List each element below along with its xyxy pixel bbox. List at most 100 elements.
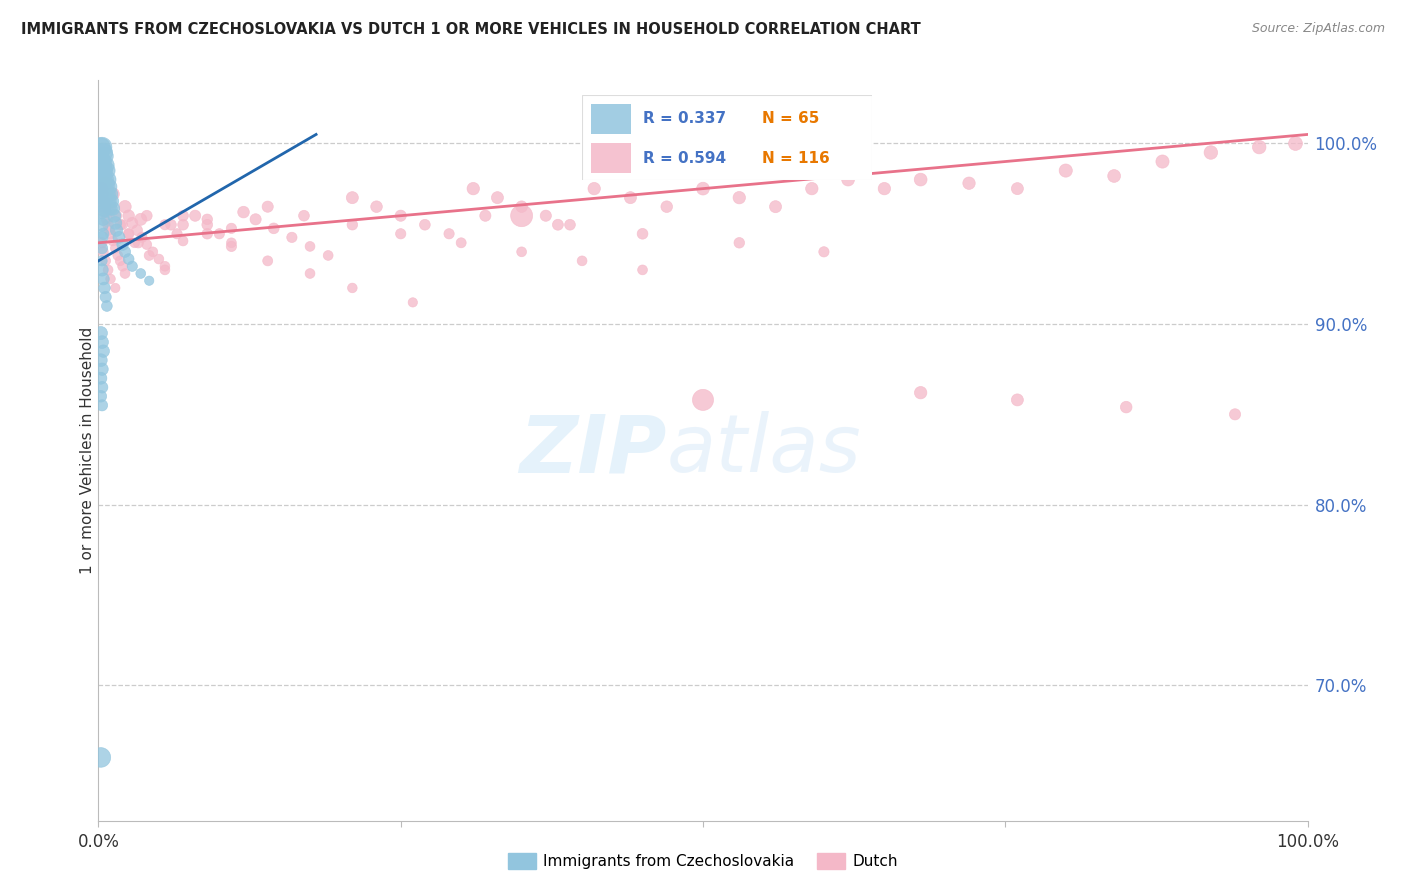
Point xyxy=(94,172,117,186)
Point xyxy=(93,203,115,218)
Point xyxy=(100,272,122,286)
Point xyxy=(1007,181,1029,195)
Point xyxy=(103,209,125,223)
Point xyxy=(91,244,114,259)
Point xyxy=(100,194,122,209)
Point xyxy=(245,212,267,227)
Point xyxy=(1152,154,1174,169)
Point xyxy=(208,227,231,241)
Point xyxy=(98,194,121,209)
Point xyxy=(90,140,112,154)
Point xyxy=(91,380,114,394)
Point xyxy=(108,230,131,244)
Point xyxy=(91,272,114,286)
Point xyxy=(91,235,114,250)
Point xyxy=(172,218,194,232)
Point xyxy=(94,290,117,304)
Point xyxy=(101,187,124,202)
Point xyxy=(93,281,115,295)
Point xyxy=(299,267,322,281)
Point xyxy=(534,209,557,223)
Point xyxy=(114,200,136,214)
Point xyxy=(96,212,118,227)
Point xyxy=(583,181,606,195)
Point xyxy=(90,163,112,178)
Point xyxy=(114,267,136,281)
Point xyxy=(94,205,117,219)
Point xyxy=(91,200,114,214)
Point xyxy=(135,237,157,252)
Point xyxy=(281,230,304,244)
Point xyxy=(619,191,641,205)
Point xyxy=(91,172,114,186)
Point xyxy=(93,163,115,178)
Point xyxy=(148,252,170,266)
Point xyxy=(108,253,131,268)
Point xyxy=(91,169,114,183)
Point xyxy=(195,218,218,232)
Point xyxy=(104,241,127,255)
Point xyxy=(1007,392,1029,407)
Point xyxy=(342,281,364,295)
Point xyxy=(910,385,932,400)
Point xyxy=(104,216,127,230)
Point xyxy=(172,234,194,248)
Point xyxy=(256,200,278,214)
Point xyxy=(195,227,218,241)
Legend: Immigrants from Czechoslovakia, Dutch: Immigrants from Czechoslovakia, Dutch xyxy=(502,847,904,875)
Point xyxy=(97,218,120,232)
Point xyxy=(97,263,120,277)
Point xyxy=(474,209,496,223)
Point xyxy=(100,202,122,216)
Point xyxy=(118,227,141,241)
Point xyxy=(93,200,115,214)
Point xyxy=(114,244,136,259)
Point xyxy=(91,154,114,169)
Point xyxy=(93,191,115,205)
Point xyxy=(93,176,115,190)
Point xyxy=(547,218,569,232)
Point xyxy=(98,223,121,237)
Point xyxy=(90,389,112,403)
Point xyxy=(256,253,278,268)
Point xyxy=(957,176,980,190)
Point xyxy=(90,176,112,190)
Point xyxy=(90,353,112,368)
Point xyxy=(692,392,714,407)
Point xyxy=(98,179,121,194)
Point xyxy=(1199,145,1222,160)
Text: IMMIGRANTS FROM CZECHOSLOVAKIA VS DUTCH 1 OR MORE VEHICLES IN HOUSEHOLD CORRELAT: IMMIGRANTS FROM CZECHOSLOVAKIA VS DUTCH … xyxy=(21,22,921,37)
Point xyxy=(172,209,194,223)
Point xyxy=(91,218,114,232)
Point xyxy=(510,200,533,214)
Point xyxy=(127,235,149,250)
Point xyxy=(91,194,114,209)
Point xyxy=(510,244,533,259)
Point xyxy=(413,218,436,232)
Point xyxy=(105,209,128,223)
Point xyxy=(90,371,112,385)
Point xyxy=(135,209,157,223)
Point xyxy=(100,202,122,216)
Point xyxy=(510,209,533,223)
Point xyxy=(121,260,143,274)
Point xyxy=(837,172,859,186)
Point xyxy=(90,750,112,764)
Point xyxy=(692,181,714,195)
Point xyxy=(728,191,751,205)
Point xyxy=(96,178,118,192)
Point xyxy=(631,227,654,241)
Point xyxy=(91,187,114,202)
Point xyxy=(463,181,485,195)
Point xyxy=(91,263,114,277)
Point xyxy=(389,227,412,241)
Point xyxy=(558,218,581,232)
Point xyxy=(94,158,117,172)
Point xyxy=(100,187,122,202)
Point xyxy=(94,176,117,190)
Point xyxy=(221,235,243,250)
Point xyxy=(486,191,509,205)
Point xyxy=(184,209,207,223)
Point xyxy=(118,209,141,223)
Point xyxy=(342,218,364,232)
